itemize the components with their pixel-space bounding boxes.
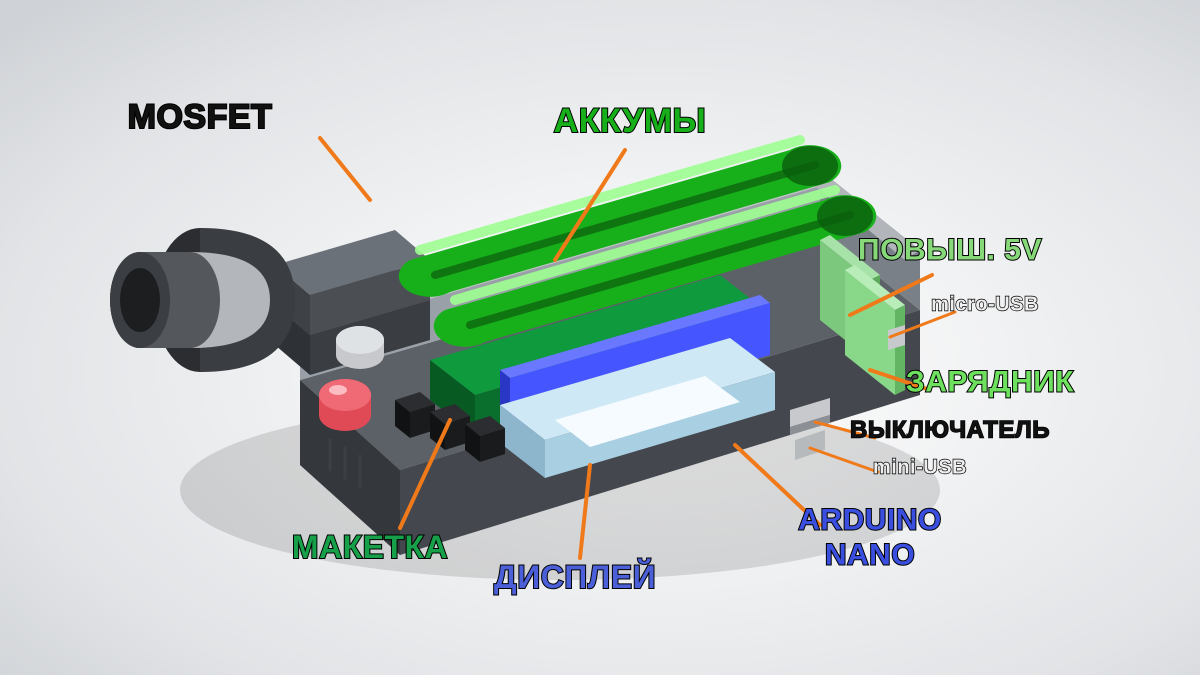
red-button <box>319 379 371 431</box>
metal-cap <box>336 326 384 369</box>
connector-510 <box>110 228 295 372</box>
label-arduino-2: NANO <box>825 539 915 571</box>
label-miniusb: mini-USB <box>873 458 967 479</box>
label-display: ДИСПЛЕЙ <box>494 561 656 595</box>
diagram-stage: MOSFET АККУМЫ ПОВЫШ. 5V micro-USB ЗАРЯДН… <box>0 0 1200 675</box>
label-zaryadnik: ЗАРЯДНИК <box>906 366 1074 398</box>
label-microusb: micro-USB <box>931 295 1039 316</box>
label-akkumy: АККУМЫ <box>554 104 707 140</box>
label-maketka: МАКЕТКА <box>292 531 448 565</box>
label-vyklyuchatel: ВЫКЛЮЧАТЕЛЬ <box>850 417 1050 442</box>
label-mosfet: MOSFET <box>128 100 273 136</box>
label-arduino-1: ARDUINO <box>798 504 942 536</box>
label-povysh5v: ПОВЫШ. 5V <box>858 234 1042 266</box>
